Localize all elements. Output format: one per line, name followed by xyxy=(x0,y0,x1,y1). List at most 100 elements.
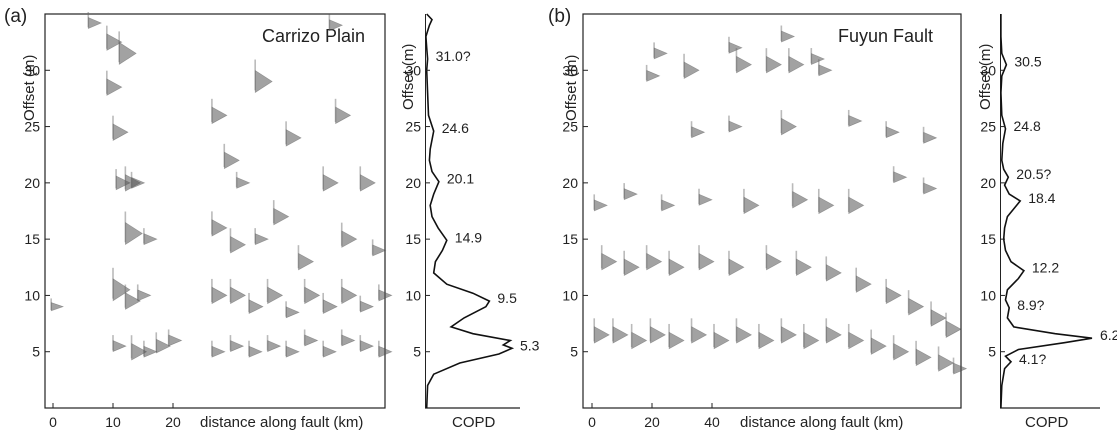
copd-peak-label: 8.9? xyxy=(1017,297,1044,313)
y-tick-label: 20 xyxy=(562,175,578,191)
copd-y-tick-label: 15 xyxy=(980,231,996,247)
offset-marker xyxy=(155,338,171,354)
offset-marker xyxy=(766,252,783,271)
offset-marker xyxy=(930,309,947,327)
offset-marker xyxy=(668,331,685,350)
offset-marker xyxy=(650,326,666,344)
offset-marker xyxy=(810,53,826,65)
offset-marker xyxy=(803,331,820,350)
y-tick-label: 10 xyxy=(24,287,40,303)
offset-marker xyxy=(298,252,315,271)
panel-a-frame xyxy=(44,13,386,409)
copd-peak-label: 31.0? xyxy=(436,48,471,64)
offset-marker xyxy=(143,345,158,358)
offset-marker xyxy=(870,337,887,355)
offset-marker xyxy=(254,69,273,94)
offset-marker xyxy=(758,331,775,350)
panel-a-copd-y-title: Offset (m) xyxy=(400,44,417,110)
copd-peak-label: 6.2 xyxy=(1100,327,1117,343)
offset-marker xyxy=(304,286,321,305)
panel-b-copd-curve xyxy=(1000,14,1093,409)
offset-marker xyxy=(736,55,753,74)
x-tick-label: 0 xyxy=(588,414,596,430)
offset-marker xyxy=(87,17,103,29)
offset-marker xyxy=(106,78,123,96)
x-tick-label: 20 xyxy=(644,414,660,430)
offset-marker xyxy=(378,345,393,358)
offset-marker xyxy=(50,302,65,312)
offset-marker xyxy=(273,207,290,226)
offset-marker xyxy=(855,275,872,293)
offset-marker xyxy=(646,69,661,82)
y-tick-label: 15 xyxy=(24,231,40,247)
offset-marker xyxy=(792,190,809,209)
offset-marker xyxy=(646,252,663,271)
offset-marker xyxy=(893,342,910,361)
offset-marker xyxy=(329,19,344,32)
offset-marker xyxy=(885,286,902,305)
offset-marker xyxy=(691,326,708,344)
offset-marker xyxy=(359,300,375,313)
copd-peak-label: 30.5 xyxy=(1014,54,1041,70)
panel-b-x-title: distance along fault (km) xyxy=(740,414,903,431)
offset-marker xyxy=(612,326,629,344)
offset-marker xyxy=(736,326,753,344)
offset-marker xyxy=(285,345,300,358)
copd-peak-label: 4.1? xyxy=(1019,351,1046,367)
panel-a-label: (a) xyxy=(4,6,27,27)
y-tick-label: 15 xyxy=(562,231,578,247)
panel-a-copd-peaks: 5.3 9.5 14.9 20.1 24.6 31.0? xyxy=(436,48,540,353)
panel-a-points xyxy=(50,12,393,361)
offset-marker xyxy=(885,126,900,139)
panel-a: (a) Carrizo Plain 0 10 20 5 10 15 20 25 30 dist… xyxy=(4,6,540,431)
copd-peak-label: 9.5 xyxy=(497,290,517,306)
copd-y-tick-label: 5 xyxy=(988,344,996,360)
offset-marker xyxy=(623,188,638,201)
copd-y-tick-label: 10 xyxy=(405,287,421,303)
panel-a-x-ticks: 0 10 20 xyxy=(49,403,181,430)
offset-marker xyxy=(322,345,337,358)
y-tick-label: 30 xyxy=(24,62,40,78)
offset-marker xyxy=(236,176,251,189)
copd-peak-label: 12.2 xyxy=(1032,260,1059,276)
offset-marker xyxy=(698,252,715,271)
offset-marker xyxy=(106,33,123,51)
copd-y-tick-label: 5 xyxy=(413,344,421,360)
copd-y-tick-label: 20 xyxy=(980,175,996,191)
offset-marker xyxy=(168,334,183,347)
panel-a-copd-label: COPD xyxy=(452,414,496,431)
offset-marker xyxy=(223,151,240,170)
panel-b-copd-peaks: 4.1? 6.2 8.9? 12.2 18.4 20.5? 24.8 30.5 xyxy=(1014,54,1117,367)
copd-y-tick-label: 15 xyxy=(405,231,421,247)
offset-marker xyxy=(825,326,842,344)
offset-marker xyxy=(938,354,955,372)
offset-marker xyxy=(593,199,608,212)
offset-marker xyxy=(230,340,245,353)
offset-marker xyxy=(923,182,938,195)
offset-marker xyxy=(254,233,269,246)
offset-marker xyxy=(125,292,141,310)
offset-marker xyxy=(698,193,713,206)
offset-marker xyxy=(304,334,319,347)
offset-marker xyxy=(211,286,228,305)
offset-marker xyxy=(341,230,358,248)
panel-a-y-title: Offset (m) xyxy=(21,55,38,121)
offset-marker xyxy=(211,345,226,358)
offset-marker xyxy=(322,299,338,315)
copd-peak-label: 14.9 xyxy=(455,229,482,245)
panel-b-x-ticks: 0 20 40 xyxy=(588,403,720,430)
x-tick-label: 10 xyxy=(105,414,121,430)
panel-a-copd-curve xyxy=(425,13,515,409)
offset-marker xyxy=(211,219,228,237)
offset-marker xyxy=(788,55,805,74)
offset-marker xyxy=(118,41,137,65)
offset-marker xyxy=(953,362,968,375)
panel-b-copd-y-ticks: 5 10 15 20 25 30 xyxy=(980,62,1005,360)
panel-b-copd-axis xyxy=(1000,14,1001,408)
offset-marker xyxy=(691,126,706,139)
panel-b-frame xyxy=(582,13,962,409)
copd-y-tick-label: 25 xyxy=(405,119,421,135)
copd-y-tick-label: 30 xyxy=(980,62,996,78)
panel-b: (b) Fuyun Fault 0 20 40 5 10 15 20 25 30 distan… xyxy=(548,6,1117,431)
